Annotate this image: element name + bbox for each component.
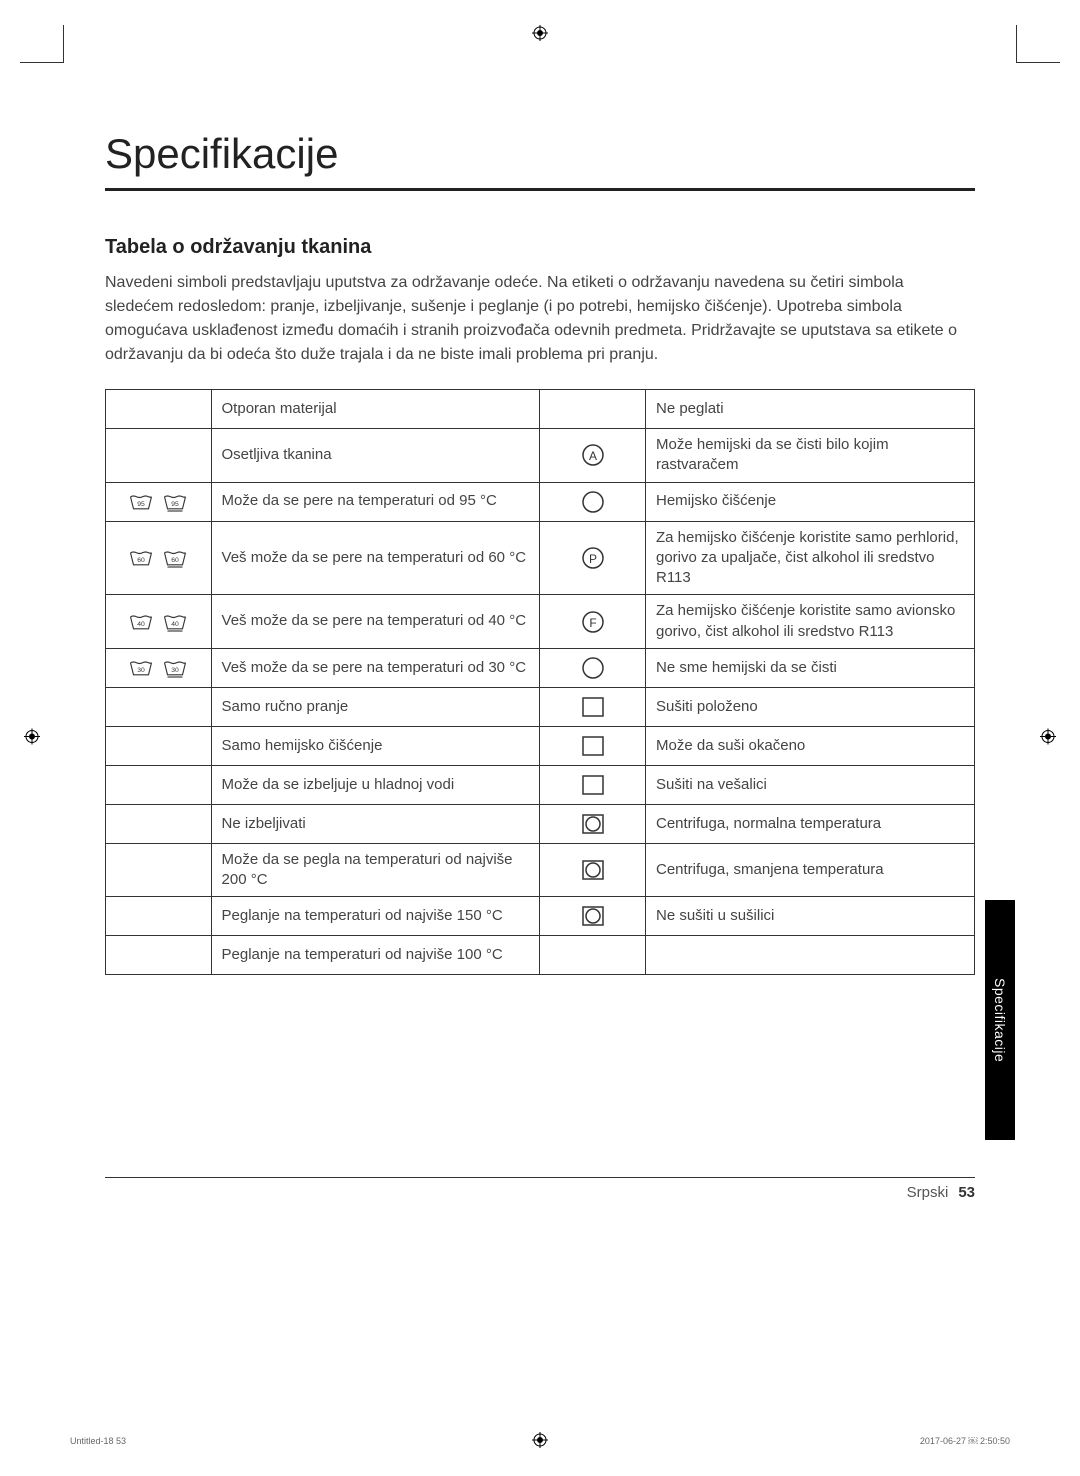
table-row: M8 22 Q8 10 24 10 L32 22 Z M14 16 A1 1 0… bbox=[106, 843, 975, 897]
page-title: Specifikacije bbox=[105, 130, 975, 191]
left-description: Veš može da se pere na temperaturi od 40… bbox=[211, 595, 540, 649]
registration-mark-left bbox=[24, 729, 40, 748]
svg-text:P: P bbox=[589, 552, 597, 566]
page-footer: Srpski 53 bbox=[105, 1177, 975, 1201]
right-description: Hemijsko čišćenje bbox=[646, 482, 975, 521]
tumble-normal-icon: M16 15 A1 1 0 1 0 18 15 M22 15 A1 1 0 1 … bbox=[540, 804, 646, 843]
iron-100-icon: M8 22 Q8 10 24 10 L32 22 Z M19 16 A1 1 0… bbox=[106, 936, 212, 975]
bleach-cold-icon: M20 6 L8 24 L32 24 Z M17 17 A3 3 0 1 0 2… bbox=[106, 765, 212, 804]
svg-text:60: 60 bbox=[172, 557, 180, 564]
dryclean-icon bbox=[540, 482, 646, 521]
registration-mark-right bbox=[1040, 729, 1056, 748]
no-dryclean-icon: M10 5 L30 25 M30 5 L10 25 bbox=[540, 648, 646, 687]
left-description: Peglanje na temperaturi od najviše 100 °… bbox=[211, 936, 540, 975]
dryclean-a-icon: A bbox=[540, 429, 646, 483]
empty-icon bbox=[540, 936, 646, 975]
right-description: Centrifuga, normalna temperatura bbox=[646, 804, 975, 843]
right-description: Može hemijski da se čisti bilo kojim ras… bbox=[646, 429, 975, 483]
table-row: M6 8 L10 24 L30 24 L34 8 M6 8 L34 8 M6 6… bbox=[106, 726, 975, 765]
right-description: Može da suši okačeno bbox=[646, 726, 975, 765]
hand-wash-icon: M6 8 L10 24 L30 24 L34 8 M6 8 L34 8 M14 … bbox=[106, 687, 212, 726]
table-row: 30 30 Veš može da se pere na temperaturi… bbox=[106, 648, 975, 687]
dry-hanger-icon: M10 6 Q20 14 30 6 bbox=[540, 765, 646, 804]
registration-mark-bottom bbox=[532, 1432, 548, 1451]
right-description: Za hemijsko čišćenje koristite samo perh… bbox=[646, 521, 975, 595]
left-description: Može da se izbeljuje u hladnoj vodi bbox=[211, 765, 540, 804]
left-description: Ne izbeljivati bbox=[211, 804, 540, 843]
left-description: Samo ručno pranje bbox=[211, 687, 540, 726]
dryclean-f-icon: F bbox=[540, 595, 646, 649]
page-content: Specifikacije Tabela o održavanju tkanin… bbox=[105, 130, 975, 975]
section-subtitle: Tabela o održavanju tkanina bbox=[105, 236, 975, 259]
svg-text:30: 30 bbox=[172, 667, 180, 674]
footer-language: Srpski bbox=[907, 1184, 949, 1201]
wash-delicate-icon: M6 8 L10 24 L30 24 L34 8 M6 8 Q10 6 14 8… bbox=[106, 429, 212, 483]
footer-page-number: 53 bbox=[958, 1184, 975, 1201]
intro-paragraph: Navedeni simboli predstavljaju uputstva … bbox=[105, 271, 975, 367]
tumble-low-icon: M19 15 A1 1 0 1 0 21 15 bbox=[540, 843, 646, 897]
table-row: M20 6 L8 24 L32 24 Z M6 6 L34 24 M34 6 L… bbox=[106, 804, 975, 843]
registration-mark-top bbox=[532, 25, 548, 44]
table-row: M6 8 L10 24 L30 24 L34 8 M6 8 L34 8 M14 … bbox=[106, 687, 975, 726]
table-row: M6 8 L10 24 L30 24 L34 8 M6 8 Q10 6 14 8… bbox=[106, 429, 975, 483]
wash-40-icon: 40 40 bbox=[106, 595, 212, 649]
dry-hang-icon: M14 8 L14 22 M18 8 L18 22 M22 8 L22 22 M… bbox=[540, 726, 646, 765]
left-description: Može da se pegla na temperaturi od najvi… bbox=[211, 843, 540, 897]
wash-60-icon: 60 60 bbox=[106, 521, 212, 595]
wash-resistant-icon: M6 8 L10 24 L30 24 L34 8 M6 8 Q10 6 14 8… bbox=[106, 390, 212, 429]
table-row: M8 22 Q8 10 24 10 L32 22 Z M16 16 A1 1 0… bbox=[106, 897, 975, 936]
fabric-care-table: M6 8 L10 24 L30 24 L34 8 M6 8 Q10 6 14 8… bbox=[105, 389, 975, 975]
svg-text:F: F bbox=[589, 616, 596, 630]
left-description: Može da se pere na temperaturi od 95 °C bbox=[211, 482, 540, 521]
svg-text:40: 40 bbox=[137, 620, 145, 627]
table-row: M20 6 L8 24 L32 24 Z M17 17 A3 3 0 1 0 2… bbox=[106, 765, 975, 804]
right-description bbox=[646, 936, 975, 975]
dry-flat-icon: M14 15 L26 15 bbox=[540, 687, 646, 726]
svg-text:40: 40 bbox=[172, 620, 180, 627]
svg-text:95: 95 bbox=[137, 500, 145, 507]
table-row: 40 40 Veš može da se pere na temperaturi… bbox=[106, 595, 975, 649]
iron-150-icon: M8 22 Q8 10 24 10 L32 22 Z M16 16 A1 1 0… bbox=[106, 897, 212, 936]
left-description: Veš može da se pere na temperaturi od 60… bbox=[211, 521, 540, 595]
right-description: Centrifuga, smanjena temperatura bbox=[646, 843, 975, 897]
right-description: Ne peglati bbox=[646, 390, 975, 429]
right-description: Ne sme hemijski da se čisti bbox=[646, 648, 975, 687]
table-row: M6 8 L10 24 L30 24 L34 8 M6 8 Q10 6 14 8… bbox=[106, 390, 975, 429]
svg-text:A: A bbox=[589, 449, 597, 463]
right-description: Ne sušiti u sušilici bbox=[646, 897, 975, 936]
side-tab: Specifikacije bbox=[985, 900, 1015, 1140]
right-description: Sušiti položeno bbox=[646, 687, 975, 726]
wash-95-icon: 95 95 bbox=[106, 482, 212, 521]
side-tab-label: Specifikacije bbox=[992, 978, 1008, 1062]
svg-text:60: 60 bbox=[137, 557, 145, 564]
table-row: 95 95 Može da se pere na temperaturi od … bbox=[106, 482, 975, 521]
svg-text:30: 30 bbox=[137, 667, 145, 674]
left-description: Otporan materijal bbox=[211, 390, 540, 429]
left-description: Peglanje na temperaturi od najviše 150 °… bbox=[211, 897, 540, 936]
right-description: Za hemijsko čišćenje koristite samo avio… bbox=[646, 595, 975, 649]
print-meta-left: Untitled-18 53 bbox=[70, 1436, 126, 1446]
table-row: 60 60 Veš može da se pere na temperaturi… bbox=[106, 521, 975, 595]
print-meta-right: 2017-06-27 ￼ 2:50:50 bbox=[920, 1436, 1010, 1446]
dryclean-only-icon: M6 8 L10 24 L30 24 L34 8 M6 8 L34 8 M6 6… bbox=[106, 726, 212, 765]
dryclean-p-icon: P bbox=[540, 521, 646, 595]
iron-200-icon: M8 22 Q8 10 24 10 L32 22 Z M14 16 A1 1 0… bbox=[106, 843, 212, 897]
right-description: Sušiti na vešalici bbox=[646, 765, 975, 804]
no-tumble-icon: M8 4 L32 26 M32 4 L8 26 bbox=[540, 897, 646, 936]
left-description: Samo hemijsko čišćenje bbox=[211, 726, 540, 765]
wash-30-icon: 30 30 bbox=[106, 648, 212, 687]
svg-text:95: 95 bbox=[172, 500, 180, 507]
table-row: M8 22 Q8 10 24 10 L32 22 Z M19 16 A1 1 0… bbox=[106, 936, 975, 975]
left-description: Veš može da se pere na temperaturi od 30… bbox=[211, 648, 540, 687]
do-not-iron-icon: M8 22 Q8 10 24 10 L32 22 Z M6 6 L34 26 M… bbox=[540, 390, 646, 429]
left-description: Osetljiva tkanina bbox=[211, 429, 540, 483]
no-bleach-icon: M20 6 L8 24 L32 24 Z M6 6 L34 24 M34 6 L… bbox=[106, 804, 212, 843]
